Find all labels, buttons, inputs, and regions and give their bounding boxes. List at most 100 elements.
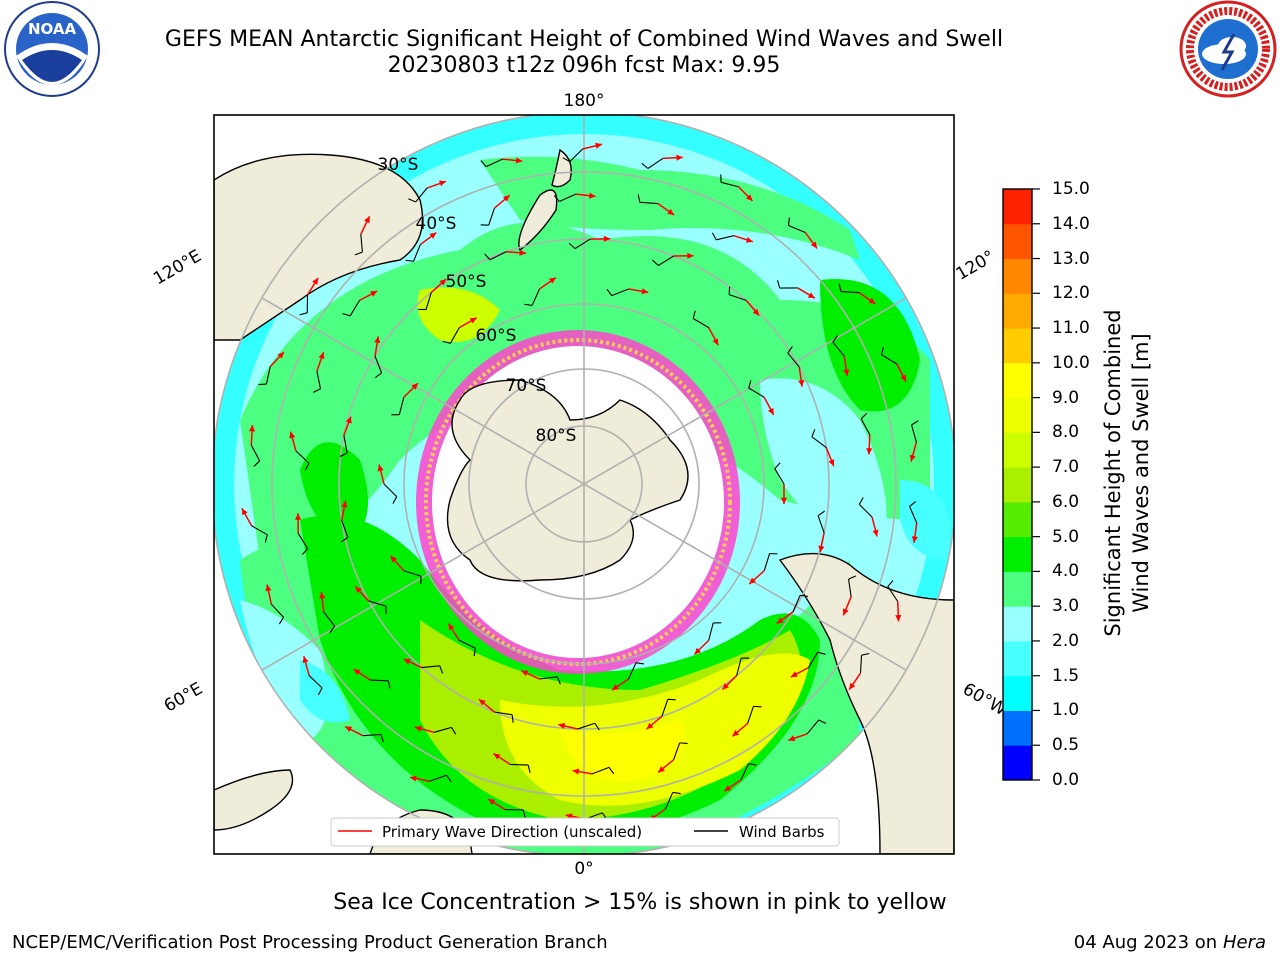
wave-direction-arrows <box>241 142 919 822</box>
wave-arrow-head <box>469 317 477 324</box>
noaa-logo: NOAA <box>4 1 100 97</box>
footer-branch: NCEP/EMC/Verification Post Processing Pr… <box>12 932 608 953</box>
wind-barb <box>716 235 734 241</box>
wind-barb-feather <box>711 232 717 241</box>
colorbar-bin <box>1003 328 1032 364</box>
wind-barb-feather <box>562 157 571 163</box>
wind-barb-feather <box>568 242 576 250</box>
wind-barb <box>415 187 428 203</box>
wind-barb <box>673 742 681 761</box>
wind-barb <box>832 341 845 357</box>
colorbar-bin <box>1003 501 1032 538</box>
map-area <box>214 115 954 854</box>
wind-barb <box>559 193 576 203</box>
wind-barb-feather <box>606 288 613 296</box>
wind-barb <box>763 553 771 571</box>
wind-barb-feather <box>374 372 382 379</box>
wind-barb <box>692 318 709 329</box>
graticule <box>214 115 954 854</box>
wind-barb-feather <box>799 594 809 597</box>
wave-arrow-head <box>318 352 325 360</box>
colorbar-bin <box>1003 571 1032 607</box>
map-legend: Primary Wave Direction (unscaled) Wind B… <box>330 817 840 847</box>
wind-barb <box>848 579 852 598</box>
wave-arrow-head <box>745 236 753 243</box>
wave-arrow-head <box>548 277 556 284</box>
footer-date: 04 Aug 2023 on Hera <box>1073 932 1266 953</box>
wind-barb <box>774 468 785 485</box>
wind-barb-feather <box>522 809 526 818</box>
wind-barb <box>510 763 529 766</box>
wave-arrow-head <box>849 682 856 690</box>
wave-arrow-head <box>788 735 796 742</box>
wind-barb <box>270 603 284 618</box>
wave-arrow-head <box>370 291 378 297</box>
wind-barb-feather <box>911 420 919 426</box>
lon-label-0: 0° <box>574 859 593 879</box>
madagascar-land <box>214 769 294 831</box>
wind-barb <box>429 774 447 782</box>
wind-barb-feather <box>667 698 676 701</box>
wave-arrow-head <box>646 722 654 730</box>
map-subtitle: 20230803 t12z 096h fcst Max: 9.95 <box>387 53 781 78</box>
wind-barb <box>403 570 422 577</box>
wind-barb-feather <box>861 652 870 656</box>
wave-arrow-head <box>302 656 309 664</box>
wind-barb <box>425 292 432 310</box>
footer-system: Hera <box>1222 932 1266 953</box>
wave-arrow-head <box>749 577 756 585</box>
colorbar-tick-label: 4.0 <box>1052 561 1080 582</box>
wind-barb-feather <box>811 429 816 437</box>
wind-barb-feather <box>408 198 416 203</box>
wave-arrow-head <box>364 216 370 224</box>
colorbar-bin <box>1003 745 1032 781</box>
wave-arrow-head <box>676 154 683 161</box>
wind-barb-feather <box>405 259 414 262</box>
colorbar-bin <box>1003 536 1032 572</box>
lat-label-50s: 50°S <box>446 272 487 292</box>
wind-barb <box>297 533 309 550</box>
lat-label-80s: 80°S <box>536 426 577 446</box>
colorbar-bin <box>1003 362 1032 399</box>
wind-barb <box>488 208 495 226</box>
wave-arrow-head <box>641 288 649 295</box>
wave-arrow-head <box>603 235 611 242</box>
wave-arrow-head <box>249 425 256 432</box>
wind-barb-feather <box>480 160 487 168</box>
wave-arrow-head <box>909 454 916 462</box>
wave-arrow-head <box>790 671 798 677</box>
wave-arrow-head <box>277 351 285 359</box>
wind-barb-feather <box>340 536 349 543</box>
colorbar-tick-label: 10.0 <box>1052 352 1090 373</box>
wind-barb-feather <box>774 462 781 469</box>
wind-barb <box>316 370 322 389</box>
wind-barb-feather <box>278 616 284 625</box>
wind-barb <box>360 234 363 253</box>
wind-barb <box>658 255 674 266</box>
wind-barb <box>708 622 714 641</box>
wind-barb <box>295 450 310 464</box>
wind-barb-feather <box>787 217 790 226</box>
nws-logo <box>1179 0 1277 98</box>
ocean-field <box>214 115 954 854</box>
wave-arrow-head <box>345 416 352 424</box>
lon-label-120w: 120° <box>953 247 998 285</box>
wind-barb <box>628 662 637 680</box>
wind-barb <box>434 726 452 733</box>
wave-arrow-head <box>589 192 596 199</box>
wave-arrow-head <box>694 647 702 655</box>
colorbar-bin <box>1003 606 1032 642</box>
wind-barb <box>858 504 873 518</box>
wave-arrow-head <box>752 308 760 316</box>
wind-barb <box>748 387 765 398</box>
wind-barb-feather <box>511 714 514 723</box>
wind-barb <box>911 424 917 443</box>
wind-barb-feather <box>304 463 310 471</box>
wind-barb <box>349 300 360 317</box>
wave-arrow-head <box>895 615 902 622</box>
wind-barb <box>398 397 405 415</box>
wave-arrow-head <box>767 407 774 415</box>
wind-barb <box>308 675 323 689</box>
wave-arrow-head <box>595 142 603 149</box>
wind-barb <box>792 595 801 613</box>
